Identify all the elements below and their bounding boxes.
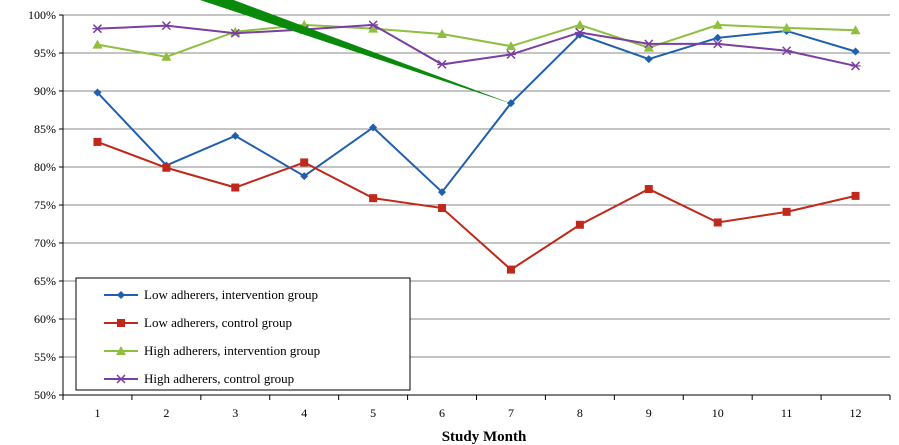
y-tick-label: 65% (34, 274, 56, 288)
y-tick-label: 50% (34, 388, 56, 402)
data-point-marker (438, 188, 447, 197)
data-point-marker (574, 19, 585, 29)
data-point-marker (368, 20, 379, 30)
data-point-marker (781, 46, 792, 56)
legend-item: Low adherers, intervention group (104, 287, 318, 302)
x-tick-label: 7 (508, 406, 514, 420)
data-point-marker (506, 99, 515, 108)
y-tick-label: 70% (34, 236, 56, 250)
legend-item: High adherers, control group (104, 371, 294, 386)
data-point-marker (92, 39, 103, 49)
x-tick-label: 6 (439, 406, 445, 420)
data-point-marker (116, 374, 126, 384)
data-point-marker (712, 39, 723, 49)
x-tick-label: 10 (712, 406, 724, 420)
y-tick-label: 95% (34, 46, 56, 60)
data-point-marker (369, 194, 378, 203)
data-point-marker (850, 25, 861, 35)
series-3 (92, 19, 861, 61)
x-tick-label: 12 (850, 406, 862, 420)
data-point-marker (506, 265, 515, 274)
y-tick-label: 90% (34, 84, 56, 98)
data-point-marker (368, 23, 379, 33)
y-tick-label: 60% (34, 312, 56, 326)
data-point-marker (713, 33, 722, 42)
series-line (97, 23, 856, 58)
series-lines (92, 19, 861, 274)
legend-item: Low adherers, control group (104, 315, 292, 330)
legend-label: High adherers, intervention group (144, 343, 320, 358)
data-point-marker (713, 218, 722, 227)
series-4 (92, 20, 861, 71)
data-point-marker (643, 39, 654, 49)
data-point-marker (300, 158, 309, 167)
legend-item: High adherers, intervention group (104, 343, 320, 358)
y-tick-label: 85% (34, 122, 56, 136)
series-line (97, 23, 856, 67)
series-line (97, 140, 856, 271)
data-point-marker (505, 41, 516, 51)
x-tick-label: 3 (232, 406, 238, 420)
data-point-marker (161, 21, 172, 31)
series-2 (93, 137, 860, 274)
data-point-marker (505, 49, 516, 60)
data-point-marker (162, 163, 171, 172)
series-line (96, 29, 856, 194)
data-point-marker (851, 191, 860, 200)
x-axis-title: Study Month (442, 429, 527, 445)
data-point-marker (782, 207, 791, 216)
data-point-marker (437, 29, 448, 38)
y-tick-label: 75% (34, 198, 56, 212)
annotation-arrow (200, 0, 516, 106)
data-point-marker (851, 47, 860, 56)
data-point-marker (300, 172, 309, 181)
data-point-marker (369, 123, 378, 132)
x-tick-label: 2 (163, 406, 169, 420)
data-point-marker (117, 291, 125, 299)
x-tick-label: 8 (577, 406, 583, 420)
x-tick-label: 9 (646, 406, 652, 420)
data-point-marker (850, 61, 861, 71)
legend-label: Low adherers, control group (144, 315, 292, 330)
data-point-marker (575, 220, 584, 229)
x-tick-label: 1 (94, 406, 100, 420)
x-tick-label: 11 (781, 406, 793, 420)
data-point-marker (644, 185, 653, 194)
y-tick-label: 100% (28, 8, 56, 22)
data-point-marker (93, 88, 102, 97)
data-point-marker (231, 183, 240, 192)
data-point-marker (116, 346, 126, 355)
annotation-arrow-shape (200, 0, 516, 106)
legend-label: High adherers, control group (144, 371, 294, 386)
data-point-marker (437, 59, 448, 69)
y-tick-label: 80% (34, 160, 56, 174)
data-point-marker (230, 28, 241, 38)
data-point-marker (575, 30, 584, 39)
data-point-marker (643, 42, 654, 52)
legend-box (75, 277, 411, 391)
x-tick-label: 5 (370, 406, 376, 420)
data-point-marker (231, 131, 240, 140)
legend: Low adherers, intervention group Low adhe… (75, 277, 411, 391)
axes: 50%55%60%65%70%75%80%85%90%95%100%1 2 3 4 5 6… (28, 8, 891, 420)
data-point-marker (712, 19, 723, 29)
legend-label: Low adherers, intervention group (144, 287, 318, 302)
y-tick-label: 55% (34, 350, 56, 364)
data-point-marker (644, 55, 653, 64)
data-point-marker (92, 24, 103, 34)
data-point-marker (574, 27, 585, 38)
data-point-marker (438, 204, 447, 213)
data-point-marker (781, 22, 792, 32)
x-tick-label: 4 (301, 406, 307, 420)
series-1 (93, 26, 860, 197)
data-point-marker (161, 51, 172, 61)
data-point-marker (117, 319, 125, 327)
data-point-marker (93, 137, 102, 146)
